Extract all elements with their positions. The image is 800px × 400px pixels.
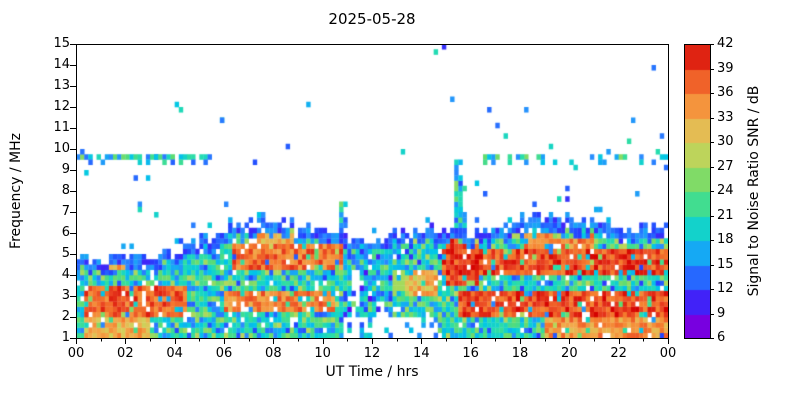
y-tick-label: 5: [61, 246, 70, 261]
x-tick-label: 06: [215, 346, 233, 361]
colorbar-tick-label: 9: [717, 305, 726, 321]
colorbar-tick-label: 15: [717, 256, 734, 272]
y-tick-label: 15: [53, 36, 70, 51]
colorbar-tick-label: 18: [717, 232, 734, 247]
colorbar-tick-label: 24: [717, 183, 734, 198]
y-tick-label: 8: [61, 183, 70, 198]
colorbar-tick-label: 39: [717, 60, 734, 76]
colorbar-tick-label: 12: [717, 281, 734, 296]
y-tick-label: 9: [61, 162, 70, 177]
x-tick-label: 08: [265, 346, 282, 361]
snr-heatmap-canvas: [76, 44, 668, 338]
colorbar-tick-label: 42: [717, 36, 734, 51]
y-axis-label: Frequency / MHz: [8, 133, 24, 249]
colorbar-canvas: [684, 44, 710, 338]
y-tick-label: 3: [61, 288, 70, 303]
x-tick-label: 22: [610, 346, 627, 361]
colorbar-tick-label: 30: [717, 134, 734, 149]
y-tick-label: 2: [61, 309, 70, 324]
x-tick-label: 10: [314, 346, 331, 361]
y-tick-label: 7: [61, 204, 70, 219]
colorbar-tick-label: 27: [717, 158, 734, 174]
x-tick-label: 02: [117, 346, 134, 361]
x-tick-label: 18: [511, 346, 529, 361]
y-tick-label: 4: [61, 267, 70, 282]
x-tick-label: 20: [561, 346, 578, 361]
x-tick-label: 16: [462, 346, 479, 361]
y-tick-label: 10: [53, 141, 70, 156]
colorbar-label: Signal to Noise Ratio SNR / dB: [746, 85, 762, 297]
chart-title: 2025-05-28: [328, 10, 416, 28]
x-tick-label: 04: [166, 346, 183, 361]
x-axis-label: UT Time / hrs: [325, 364, 419, 380]
colorbar-tick-label: 21: [717, 207, 734, 223]
colorbar-tick-label: 6: [717, 330, 726, 345]
y-tick-label: 11: [53, 120, 70, 135]
x-tick-label: 12: [363, 346, 381, 361]
y-tick-label: 14: [53, 57, 70, 72]
y-tick-label: 6: [61, 225, 70, 240]
y-tick-label: 13: [53, 78, 70, 93]
colorbar-tick-label: 36: [717, 85, 734, 100]
y-tick-label: 12: [53, 99, 70, 114]
y-tick-label: 1: [61, 330, 70, 345]
x-tick-label: 00: [659, 346, 677, 361]
x-tick-label: 14: [413, 346, 430, 361]
colorbar-tick-label: 33: [717, 109, 734, 125]
x-tick-label: 00: [67, 346, 85, 361]
